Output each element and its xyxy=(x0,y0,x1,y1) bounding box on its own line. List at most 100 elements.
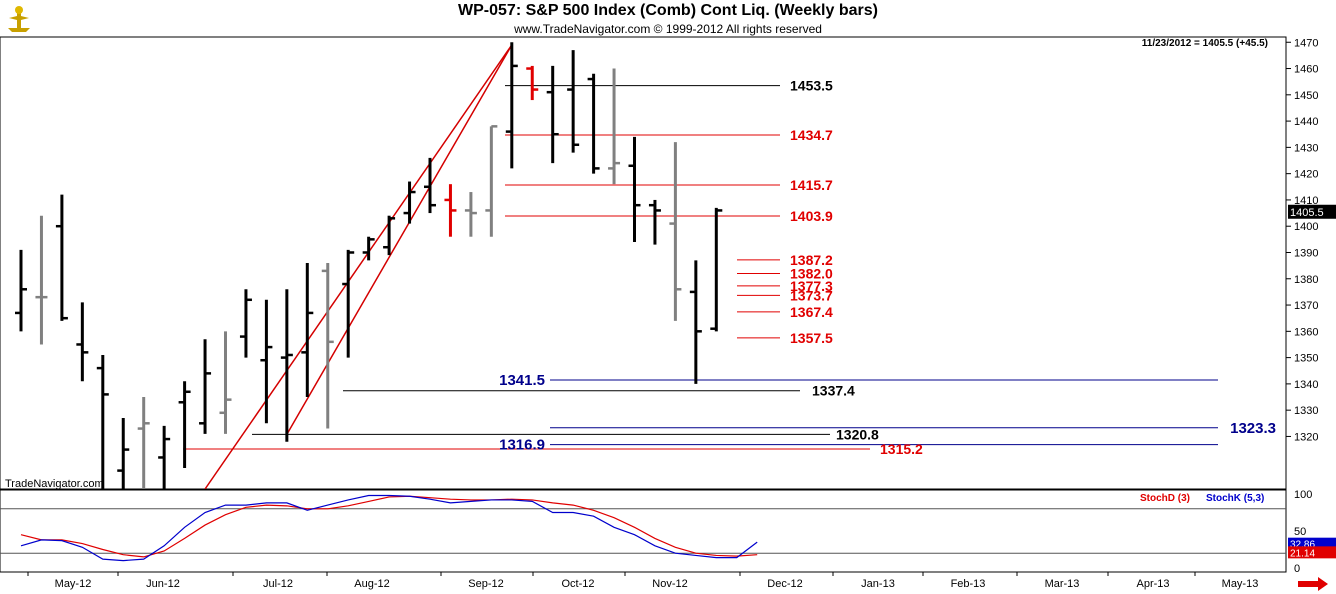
level-label-1434.7: 1434.7 xyxy=(790,127,833,143)
scroll-right-arrow-icon[interactable] xyxy=(1298,577,1328,591)
ohlc-bar[interactable] xyxy=(383,215,396,256)
price-axis-label-1430: 1430 xyxy=(1294,142,1318,154)
ohlc-bar[interactable] xyxy=(280,289,293,442)
ohlc-bar[interactable] xyxy=(362,236,375,261)
ohlc-bar[interactable] xyxy=(321,263,334,429)
stoch-axis-label-0: 0 xyxy=(1294,563,1300,575)
stoch-series-k xyxy=(20,494,758,562)
x-axis-label-May-13: May-13 xyxy=(1222,578,1259,590)
level-label-1320.8: 1320.8 xyxy=(836,426,879,442)
level-label-1382.0: 1382.0 xyxy=(790,266,833,282)
stoch-last-value-1: 21.14 xyxy=(1290,548,1315,559)
tradenavigator-logo-icon xyxy=(8,6,30,32)
copyright-subtitle: www.TradeNavigator.com © 1999-2012 All r… xyxy=(514,22,822,36)
stoch-axis-label-50: 50 xyxy=(1294,526,1306,538)
level-label-1315.2: 1315.2 xyxy=(880,441,923,457)
ohlc-bar[interactable] xyxy=(15,249,27,332)
ohlc-bar[interactable] xyxy=(464,192,477,237)
stoch-last-box-1 xyxy=(1288,546,1336,559)
level-label-1377.3: 1377.3 xyxy=(790,278,833,294)
level-label-1341.5: 1341.5 xyxy=(499,372,545,389)
stoch-axis-label-100: 100 xyxy=(1294,489,1312,501)
x-axis-label-Sep-12: Sep-12 xyxy=(468,578,503,590)
level-label-1403.9: 1403.9 xyxy=(790,208,833,224)
x-axis-label-May-12: May-12 xyxy=(55,578,92,590)
x-axis-label-Dec-12: Dec-12 xyxy=(767,578,802,590)
price-axis-label-1370: 1370 xyxy=(1294,300,1318,312)
chart-title: WP-057: S&P 500 Index (Comb) Cont Liq. (… xyxy=(458,2,878,19)
price-axis-label-1400: 1400 xyxy=(1294,221,1318,233)
stoch-legend-1: StochK (5,3) xyxy=(1206,493,1264,504)
x-axis-label-Mar-13: Mar-13 xyxy=(1045,578,1080,590)
x-axis-label-Apr-13: Apr-13 xyxy=(1136,578,1169,590)
price-plot-area xyxy=(15,42,1218,528)
last-price-label: 1405.5 xyxy=(1290,207,1324,219)
x-axis-label-Oct-12: Oct-12 xyxy=(561,578,594,590)
level-label-1367.4: 1367.4 xyxy=(790,304,833,320)
price-axis-label-1410: 1410 xyxy=(1294,195,1318,207)
ohlc-bar[interactable] xyxy=(567,50,580,153)
x-axis-label-Jul-12: Jul-12 xyxy=(263,578,293,590)
last-price-box xyxy=(1288,204,1336,219)
ohlc-bar[interactable] xyxy=(96,354,109,502)
level-label-1415.7: 1415.7 xyxy=(790,177,833,193)
ohlc-bar[interactable] xyxy=(342,249,355,358)
ohlc-bar[interactable] xyxy=(669,142,682,321)
ohlc-bar[interactable] xyxy=(424,157,436,214)
stoch-series-d xyxy=(20,495,758,558)
ohlc-bar[interactable] xyxy=(648,199,661,245)
level-label-1453.5: 1453.5 xyxy=(790,78,833,94)
ohlc-bar[interactable] xyxy=(55,194,68,321)
price-axis-label-1440: 1440 xyxy=(1294,116,1318,128)
ohlc-bar[interactable] xyxy=(219,331,232,434)
x-axis-label-Jun-12: Jun-12 xyxy=(146,578,180,590)
ohlc-bar[interactable] xyxy=(444,184,457,237)
x-axis-label-Feb-13: Feb-13 xyxy=(951,578,986,590)
x-axis-label-Nov-12: Nov-12 xyxy=(652,578,687,590)
ohlc-bar[interactable] xyxy=(689,260,702,384)
ohlc-bar[interactable] xyxy=(710,207,723,332)
price-axis-label-1360: 1360 xyxy=(1294,326,1318,338)
price-axis-label-1390: 1390 xyxy=(1294,247,1318,259)
ohlc-bar[interactable] xyxy=(587,73,600,174)
level-label-1316.9: 1316.9 xyxy=(499,437,545,454)
ohlc-bar[interactable] xyxy=(117,418,130,510)
level-label-1337.4: 1337.4 xyxy=(812,383,855,399)
level-label-1323.3: 1323.3 xyxy=(1230,420,1276,437)
level-label-1357.5: 1357.5 xyxy=(790,330,833,346)
ohlc-bar[interactable] xyxy=(158,425,171,528)
ohlc-bar[interactable] xyxy=(178,381,191,468)
ohlc-bar[interactable] xyxy=(199,339,212,434)
price-axis-label-1470: 1470 xyxy=(1294,37,1318,49)
ohlc-bar[interactable] xyxy=(403,181,416,224)
ohlc-bar[interactable] xyxy=(485,125,498,237)
x-axis-label-Jan-13: Jan-13 xyxy=(861,578,895,590)
ohlc-bar[interactable] xyxy=(546,65,559,164)
ohlc-bar[interactable] xyxy=(239,289,252,358)
price-axis-label-1320: 1320 xyxy=(1294,431,1318,443)
ohlc-bar[interactable] xyxy=(301,263,314,398)
price-axis-label-1380: 1380 xyxy=(1294,274,1318,286)
x-axis-label-Aug-12: Aug-12 xyxy=(354,578,389,590)
ohlc-bar[interactable] xyxy=(505,42,518,169)
ohlc-bar[interactable] xyxy=(35,215,48,345)
stoch-last-value-0: 32.86 xyxy=(1290,540,1315,551)
level-label-1387.2: 1387.2 xyxy=(790,252,833,268)
last-price-info: 11/23/2012 = 1405.5 (+45.5) xyxy=(1142,38,1268,49)
price-axis-label-1330: 1330 xyxy=(1294,405,1318,417)
ohlc-bar[interactable] xyxy=(76,302,89,382)
ohlc-bar[interactable] xyxy=(628,136,641,242)
price-axis-label-1420: 1420 xyxy=(1294,169,1318,181)
watermark-text: TradeNavigator.com xyxy=(5,478,104,490)
level-label-1373.7: 1373.7 xyxy=(790,287,833,303)
trendline-0 xyxy=(204,44,513,489)
price-axis-label-1450: 1450 xyxy=(1294,90,1318,102)
ohlc-bar[interactable] xyxy=(608,68,621,185)
stoch-legend-0: StochD (3) xyxy=(1140,493,1190,504)
price-axis-label-1340: 1340 xyxy=(1294,379,1318,391)
price-axis-label-1350: 1350 xyxy=(1294,353,1318,365)
ohlc-bar[interactable] xyxy=(137,397,150,505)
ohlc-bar[interactable] xyxy=(260,299,273,424)
ohlc-bar[interactable] xyxy=(526,65,539,101)
